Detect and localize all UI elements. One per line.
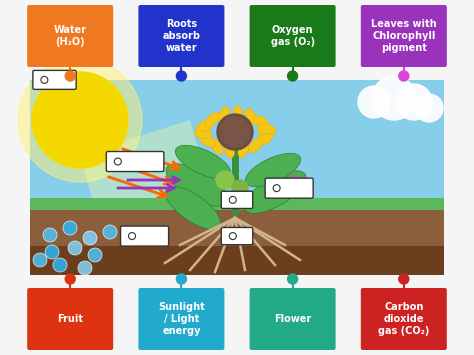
- Circle shape: [229, 233, 236, 240]
- Circle shape: [273, 185, 280, 192]
- Bar: [30, 80, 444, 275]
- Text: Roots
absorb
water: Roots absorb water: [163, 20, 201, 53]
- Circle shape: [53, 258, 67, 272]
- Circle shape: [103, 225, 117, 239]
- Circle shape: [33, 253, 47, 267]
- Ellipse shape: [166, 164, 228, 206]
- Circle shape: [65, 71, 75, 81]
- Circle shape: [88, 248, 102, 262]
- Circle shape: [128, 233, 136, 240]
- Ellipse shape: [196, 120, 214, 132]
- Ellipse shape: [233, 105, 243, 124]
- Ellipse shape: [244, 171, 306, 213]
- FancyBboxPatch shape: [265, 178, 313, 198]
- FancyBboxPatch shape: [221, 228, 253, 245]
- Circle shape: [45, 245, 59, 259]
- Bar: [30, 198, 444, 210]
- Circle shape: [32, 72, 128, 168]
- Polygon shape: [80, 120, 230, 265]
- Ellipse shape: [246, 153, 301, 187]
- FancyBboxPatch shape: [138, 288, 224, 350]
- FancyBboxPatch shape: [27, 288, 113, 350]
- FancyBboxPatch shape: [221, 191, 253, 208]
- Bar: [30, 246, 444, 275]
- FancyBboxPatch shape: [33, 70, 76, 89]
- Circle shape: [220, 117, 250, 147]
- Text: Leaves with
Chlorophyll
pigment: Leaves with Chlorophyll pigment: [371, 20, 437, 53]
- Bar: [30, 210, 444, 275]
- Circle shape: [78, 261, 92, 275]
- Ellipse shape: [238, 140, 249, 158]
- FancyBboxPatch shape: [138, 5, 224, 67]
- Ellipse shape: [205, 112, 219, 127]
- Circle shape: [399, 71, 409, 81]
- Circle shape: [68, 241, 82, 255]
- Ellipse shape: [165, 186, 220, 229]
- Circle shape: [232, 180, 248, 196]
- FancyBboxPatch shape: [106, 152, 164, 171]
- Circle shape: [83, 231, 97, 245]
- Ellipse shape: [255, 133, 273, 145]
- Circle shape: [43, 228, 57, 242]
- Text: Flower: Flower: [274, 314, 311, 324]
- Circle shape: [114, 158, 121, 165]
- Ellipse shape: [199, 135, 216, 147]
- Circle shape: [229, 196, 236, 203]
- Ellipse shape: [249, 138, 263, 153]
- Circle shape: [216, 171, 234, 189]
- Circle shape: [41, 76, 48, 83]
- Circle shape: [288, 71, 298, 81]
- Ellipse shape: [219, 107, 230, 124]
- Text: Sunlight
/ Light
energy: Sunlight / Light energy: [158, 302, 205, 335]
- Circle shape: [399, 274, 409, 284]
- FancyBboxPatch shape: [27, 5, 113, 67]
- Circle shape: [415, 94, 443, 122]
- Ellipse shape: [258, 127, 276, 137]
- Circle shape: [176, 274, 186, 284]
- Ellipse shape: [245, 109, 257, 125]
- Ellipse shape: [175, 145, 231, 179]
- Text: Water
(H₂O): Water (H₂O): [54, 25, 87, 47]
- Circle shape: [358, 86, 390, 118]
- Circle shape: [372, 76, 416, 120]
- Circle shape: [65, 274, 75, 284]
- Circle shape: [176, 71, 186, 81]
- FancyBboxPatch shape: [120, 226, 169, 246]
- Circle shape: [63, 221, 77, 235]
- Circle shape: [288, 274, 298, 284]
- FancyBboxPatch shape: [250, 288, 336, 350]
- Ellipse shape: [253, 115, 269, 129]
- Text: Carbon
dioxide
gas (CO₂): Carbon dioxide gas (CO₂): [378, 302, 429, 335]
- Circle shape: [396, 84, 432, 120]
- Ellipse shape: [224, 141, 235, 158]
- Ellipse shape: [210, 138, 223, 154]
- FancyBboxPatch shape: [361, 288, 447, 350]
- Circle shape: [18, 58, 142, 182]
- Ellipse shape: [194, 129, 212, 138]
- Circle shape: [217, 114, 253, 150]
- FancyBboxPatch shape: [361, 5, 447, 67]
- Text: Fruit: Fruit: [57, 314, 83, 324]
- FancyBboxPatch shape: [250, 5, 336, 67]
- Ellipse shape: [257, 124, 275, 134]
- Text: Oxygen
gas (O₂): Oxygen gas (O₂): [271, 25, 315, 47]
